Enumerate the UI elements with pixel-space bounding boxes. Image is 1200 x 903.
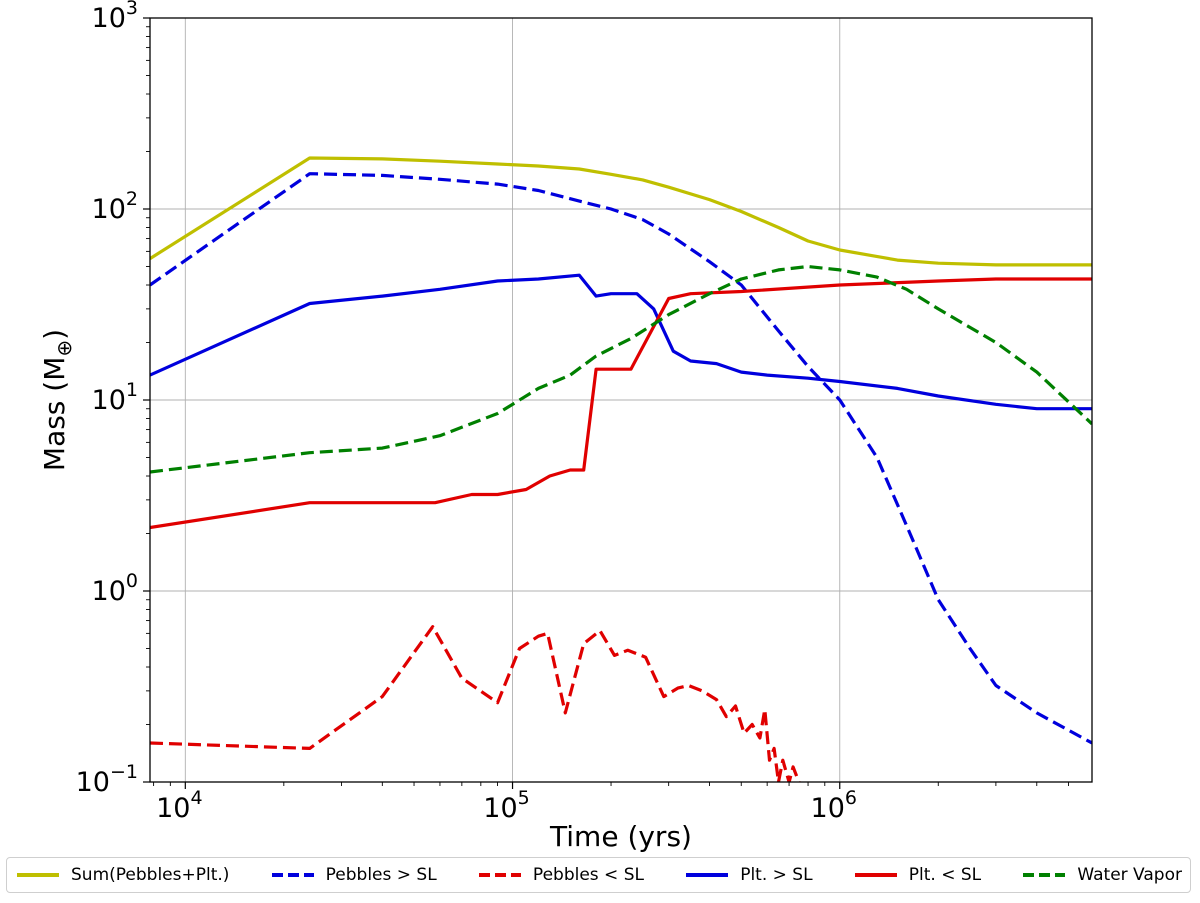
legend-swatch — [1023, 873, 1066, 877]
series-line-pebbles-sl — [150, 625, 801, 782]
legend: Sum(Pebbles+Plt.) Pebbles > SL Pebbles < S… — [6, 857, 1191, 893]
mass-vs-time-chart: 104 105 106 10−1 100 101 102 103 Time (yrs) Ma… — [38, 0, 1093, 853]
y-tick-labels: 10−1 100 101 102 103 — [76, 0, 138, 798]
major-ticks — [143, 17, 841, 789]
x-axis-title: Time (yrs) — [549, 820, 692, 853]
y-tick-label: 100 — [92, 570, 138, 607]
series-line-sum-pebbles-plt — [150, 156, 1092, 267]
legend-item: Plt. > SL — [684, 865, 813, 885]
legend-swatch — [271, 873, 314, 877]
legend-item: Sum(Pebbles+Plt.) — [15, 865, 229, 885]
series-line-pebbles-sl — [150, 172, 1092, 745]
legend-item: Pebbles < SL — [477, 865, 644, 885]
series-lines — [150, 156, 1092, 782]
y-tick-label: 10−1 — [76, 761, 138, 798]
legend-swatch — [854, 873, 897, 877]
minor-ticks — [146, 26, 1069, 786]
legend-item: Water Vapor — [1021, 865, 1182, 885]
legend-label: Plt. < SL — [908, 865, 982, 885]
y-tick-label: 101 — [92, 379, 138, 416]
y-tick-label: 102 — [92, 188, 138, 225]
legend-label: Water Vapor — [1077, 865, 1182, 885]
x-tick-label: 106 — [811, 787, 857, 824]
series-line-water-vapor — [150, 264, 1092, 474]
legend-swatch — [478, 873, 521, 877]
legend-item: Plt. < SL — [853, 865, 981, 885]
legend-label: Sum(Pebbles+Plt.) — [71, 865, 230, 885]
x-tick-label: 104 — [156, 787, 202, 824]
x-tick-labels: 104 105 106 — [156, 787, 857, 824]
y-tick-label: 103 — [92, 0, 138, 34]
series-line-plt-sl — [150, 273, 1092, 411]
legend-swatch — [17, 873, 59, 877]
series-line-plt-sl — [150, 277, 1092, 530]
legend-label: Pebbles > SL — [325, 865, 437, 885]
y-axis-title-subscript: ⊕ — [52, 340, 76, 357]
legend-label: Pebbles < SL — [532, 865, 644, 885]
legend-swatch — [686, 873, 729, 877]
legend-item: Pebbles > SL — [270, 865, 437, 885]
y-axis-title: Mass (M⊕) — [38, 329, 76, 471]
x-tick-label: 105 — [483, 787, 529, 824]
legend-label: Plt. > SL — [740, 865, 813, 885]
